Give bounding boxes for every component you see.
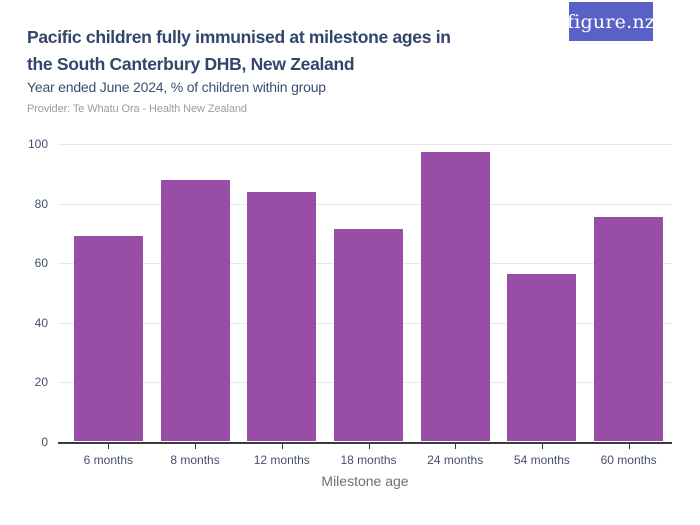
chart-title-line-2: the South Canterbury DHB, New Zealand	[27, 54, 355, 74]
x-axis-title: Milestone age	[321, 472, 409, 489]
y-axis-tick-label: 20	[34, 375, 48, 389]
provider-credit: Provider: Te Whatu Ora - Health New Zeal…	[27, 103, 247, 115]
y-axis-tick-label: 100	[27, 137, 48, 151]
x-axis-tick	[541, 443, 543, 449]
x-axis-tick	[281, 443, 283, 449]
y-axis-tick-label: 60	[34, 256, 48, 270]
bar-24-months[interactable]	[420, 152, 490, 442]
y-axis-tick-label: 0	[41, 434, 48, 449]
chart-title: Pacific children fully immunised at mile…	[27, 24, 451, 78]
bar-18-months[interactable]	[334, 229, 403, 442]
x-axis-tick-label: 60 months	[600, 452, 657, 467]
x-axis-tick	[195, 443, 197, 449]
x-axis-tick	[455, 443, 457, 449]
bar-8-months[interactable]	[160, 180, 230, 442]
x-axis-tick-label: 18 months	[340, 452, 397, 467]
gridline-80	[58, 203, 672, 205]
x-axis-tick-label: 54 months	[513, 452, 570, 467]
x-axis-tick	[628, 443, 630, 449]
bar-60-months[interactable]	[594, 216, 664, 442]
figurenz-logo[interactable]: figure.nz	[567, 2, 655, 41]
bar-54-months[interactable]	[507, 274, 577, 442]
x-axis-tick-label: 8 months	[170, 452, 220, 467]
x-axis-tick	[368, 443, 370, 449]
x-axis-tick-label: 24 months	[427, 452, 484, 467]
gridline-100	[58, 144, 672, 145]
x-axis-line	[58, 441, 672, 444]
bar-6-months[interactable]	[73, 235, 143, 442]
chart-title-line-1: Pacific children fully immunised at mile…	[27, 27, 451, 47]
y-axis-tick-label: 40	[34, 315, 48, 330]
y-axis-tick-label: 80	[34, 196, 48, 211]
bar-12-months[interactable]	[247, 192, 317, 442]
figurenz-logo-text: figure.nz	[567, 10, 655, 33]
x-axis-tick-label: 6 months	[83, 452, 134, 467]
chart-subtitle: Year ended June 2024, % of children with…	[27, 79, 326, 95]
x-axis-tick-label: 12 months	[253, 452, 310, 467]
x-axis-tick	[108, 443, 110, 449]
